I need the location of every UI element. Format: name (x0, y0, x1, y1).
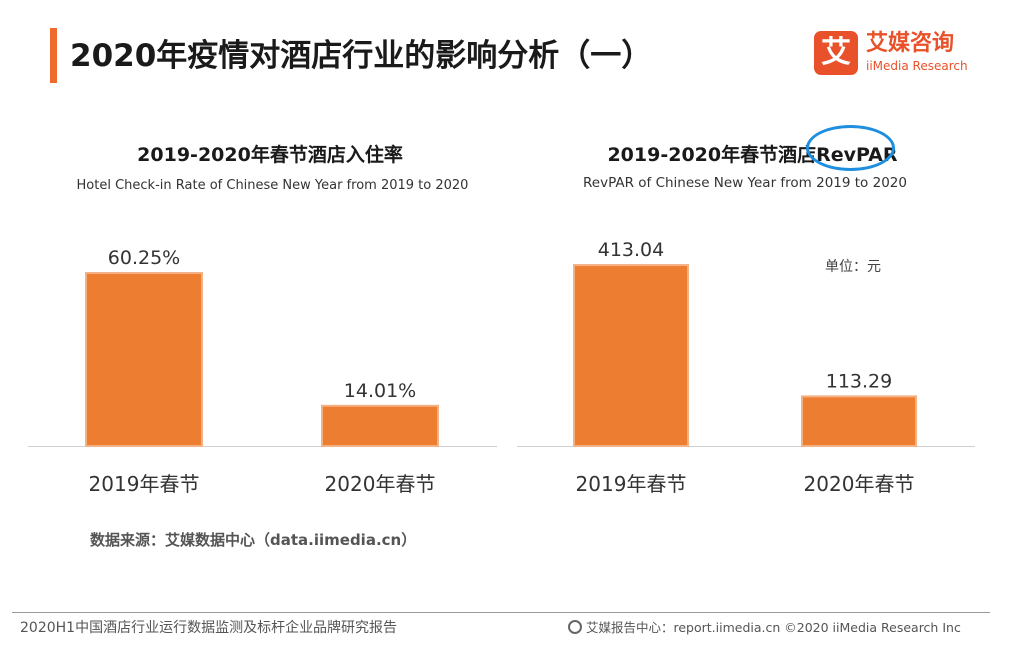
chart-2-value-label-1: 413.04 (598, 239, 664, 261)
chart-2-category-label-1: 2019年春节 (576, 472, 687, 496)
footer-report-title: 2020H1中国酒店行业运行数据监测及标杆企业品牌研究报告 (20, 620, 398, 636)
footer-copyright: 艾媒报告中心：report.iimedia.cn ©2020 iiMedia R… (568, 617, 961, 636)
report-center-icon (568, 620, 582, 634)
chart-2-bar-2 (801, 395, 917, 448)
chart-1-value-label-2: 14.01% (344, 380, 416, 402)
logo-name-cn: 艾媒咨询 (866, 31, 955, 56)
footer-divider (12, 612, 990, 613)
chart-1-bar-2 (321, 404, 439, 447)
title-accent-bar (50, 28, 57, 83)
logo-mark: 艾 (814, 31, 858, 75)
chart-1-category-label-2: 2020年春节 (325, 472, 436, 496)
page-title: 2020年疫情对酒店行业的影响分析（一） (70, 38, 653, 74)
logo-name-en: iiMedia Research (866, 59, 968, 73)
chart-1-bar-1 (85, 272, 203, 447)
chart-2-subtitle: RevPAR of Chinese New Year from 2019 to … (583, 175, 907, 191)
chart-1-value-label-1: 60.25% (108, 247, 180, 269)
footer-copyright-text: 艾媒报告中心：report.iimedia.cn ©2020 iiMedia R… (586, 620, 961, 635)
iimedia-logo: 艾 艾媒咨询 iiMedia Research (814, 31, 984, 77)
chart-1-title: 2019-2020年春节酒店入住率 (137, 144, 403, 166)
chart-2-bar-1 (573, 264, 689, 447)
chart-2-value-label-2: 113.29 (826, 370, 892, 392)
data-source-note: 数据来源：艾媒数据中心（data.iimedia.cn） (90, 531, 417, 549)
revpar-highlight-circle (806, 125, 895, 171)
chart-1-subtitle: Hotel Check-in Rate of Chinese New Year … (76, 178, 469, 193)
chart-2-category-label-2: 2020年春节 (804, 472, 915, 496)
chart-2-unit-label: 单位：元 (825, 259, 881, 275)
chart-1-category-label-1: 2019年春节 (89, 472, 200, 496)
